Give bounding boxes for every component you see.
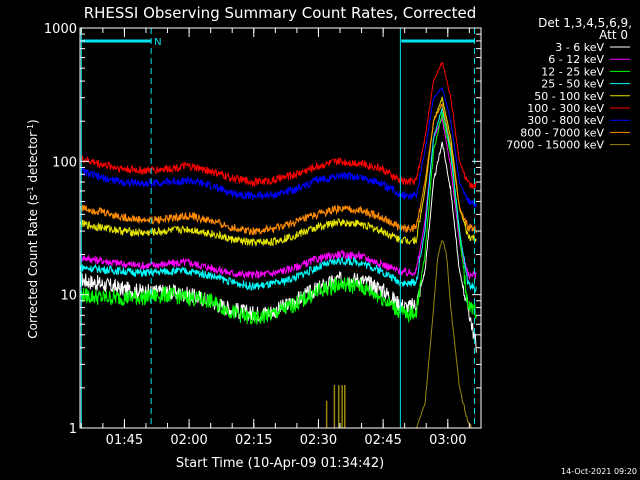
series-800-7000-kev [80,102,477,236]
legend-label: 25 - 50 keV [541,78,604,91]
legend-label: 3 - 6 keV [555,41,604,54]
x-tick-label: 02:00 [170,433,207,448]
marker-annotation: N [154,37,161,48]
series-7000-15000-kev [416,240,473,428]
y-axis-title: Corrected Count Rate (s-1 detector-1) [26,119,41,338]
series-line [80,112,477,325]
series-25-50-kev [80,107,477,293]
x-tick-label: 02:15 [235,433,272,448]
x-axis-title: Start Time (10-Apr-09 01:34:42) [176,456,384,471]
y-axis-title-part: Corrected Count Rate (s [26,194,40,338]
plot-area [80,28,477,428]
y-axis-title-exponent: -1 [26,124,35,132]
y-tick-label: 1 [69,422,77,437]
x-tick-label: 03:00 [429,433,466,448]
legend-label: 12 - 25 keV [541,65,604,78]
series-50-100-kev [80,96,477,247]
series-100-300-kev [80,61,477,190]
legend-label: 100 - 300 keV [527,102,604,115]
y-axis-title-part: detector [26,132,40,187]
y-tick-label: 1000 [44,22,77,37]
y-axis-title-part: ) [26,119,40,124]
series-line [80,96,477,247]
legend-label: 300 - 800 keV [527,114,604,127]
legend-label: 6 - 12 keV [548,53,604,66]
series-6-12-kev [80,116,477,280]
x-tick-label: 02:45 [364,433,401,448]
legend-label: 7000 - 15000 keV [506,139,604,152]
legend-attenuator-header: Att 0 [599,28,628,42]
legend-label: 800 - 7000 keV [520,126,604,139]
chart-title: RHESSI Observing Summary Count Rates, Co… [84,4,477,22]
series-line [80,86,477,208]
legend-label: 50 - 100 keV [534,90,604,103]
y-tick-label: 10 [60,289,77,304]
series-line [80,61,477,190]
y-axis-title-exponent: -1 [26,186,35,194]
series-300-800-kev [80,86,477,208]
footer-timestamp: 14-Oct-2021 09:20 [561,467,637,476]
series-line [80,102,477,236]
legend-detector-header: Det 1,3,4,5,6,9, [538,16,632,30]
x-tick-label: 02:30 [300,433,337,448]
plot-frame [79,27,482,429]
x-tick-label: 01:45 [106,433,143,448]
series-12-25-kev [80,112,477,325]
series-line [80,107,477,293]
series-line [416,240,473,428]
series-line [80,116,477,280]
y-tick-label: 100 [52,155,77,170]
